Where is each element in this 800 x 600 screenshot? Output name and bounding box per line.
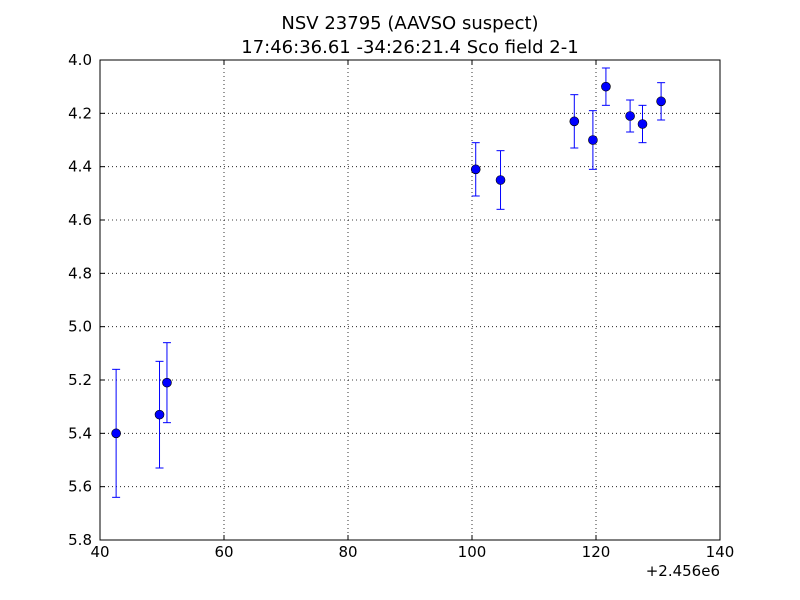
y-tick-label: 4.8 <box>68 264 92 282</box>
y-tick-label: 4.0 <box>68 51 92 69</box>
y-tick-label: 4.6 <box>68 211 92 229</box>
data-point <box>637 119 648 129</box>
data-point <box>625 111 635 121</box>
x-tick-label: 40 <box>90 543 109 561</box>
x-tick-label: 140 <box>706 543 735 561</box>
y-tick-label: 5.8 <box>68 531 92 549</box>
plot-frame <box>99 59 721 541</box>
data-point <box>162 377 172 388</box>
y-tick-label: 4.2 <box>68 104 92 122</box>
data-point <box>470 164 481 175</box>
data-point <box>588 135 598 145</box>
x-tick-label: 100 <box>458 543 487 561</box>
axis-ticks <box>99 59 721 541</box>
data-point <box>656 96 666 107</box>
chart-subtitle: 17:46:36.61 -34:26:21.4 Sco field 2-1 <box>241 37 578 58</box>
chart-title: NSV 23795 (AAVSO suspect) <box>281 13 538 34</box>
data-point <box>601 81 611 92</box>
data-point <box>569 116 580 127</box>
data-points <box>111 81 666 439</box>
x-tick-label: 120 <box>582 543 611 561</box>
x-offset-label: +2.456e6 <box>646 562 720 580</box>
data-point <box>154 409 165 420</box>
data-point <box>111 428 121 439</box>
y-tick-label: 5.2 <box>68 371 92 389</box>
grid-lines <box>100 60 720 540</box>
data-point <box>495 175 506 185</box>
y-tick-label: 4.4 <box>68 158 92 176</box>
y-tick-label: 5.6 <box>68 478 92 496</box>
x-tick-label: 80 <box>338 543 357 561</box>
y-tick-label: 5.4 <box>68 424 92 442</box>
x-tick-label: 60 <box>214 543 233 561</box>
y-tick-label: 5.0 <box>68 318 92 336</box>
tick-labels: 40 60 80 100 120 140 4.0 4.2 4.4 4.6 4.8 5.0 5.2 5.4 5… <box>68 51 734 561</box>
